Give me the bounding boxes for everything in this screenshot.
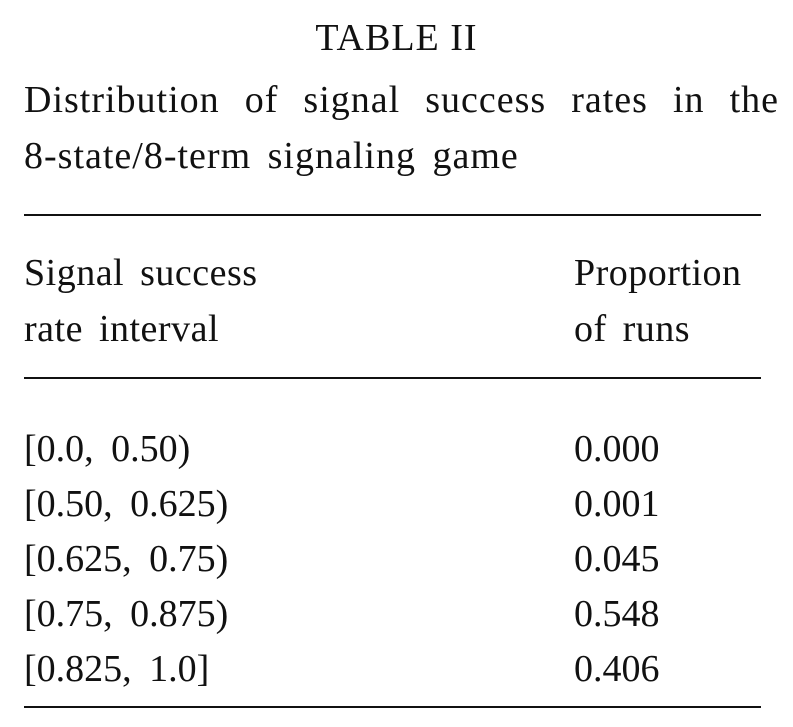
table-row: [0.75, 0.875) 0.548 [0,587,793,642]
column-header-proportion-line-2: of runs [574,308,691,350]
column-header-proportion: Proportion of runs [574,245,742,357]
interval-cell: [0.75, 0.875) [24,593,229,635]
table-top-rule [24,214,761,216]
table-caption-line-2: 8-state/8-term signaling game [24,135,519,177]
table-bottom-rule [24,706,761,708]
table-body: [0.0, 0.50) 0.000 [0.50, 0.625) 0.001 [0… [0,422,793,697]
table-caption-line-1: Distribution of signal success rates in … [24,79,779,121]
table-row: [0.0, 0.50) 0.000 [0,422,793,477]
proportion-cell: 0.001 [574,483,660,525]
table-caption: Distribution of signal success rates in … [24,72,779,184]
column-header-proportion-line-1: Proportion [574,252,742,294]
proportion-cell: 0.045 [574,538,660,580]
column-header-interval: Signal success rate interval [24,245,258,357]
column-header-interval-line-1: Signal success [24,252,258,294]
table-row: [0.50, 0.625) 0.001 [0,477,793,532]
table-row: [0.625, 0.75) 0.045 [0,532,793,587]
table-label: TABLE II [315,17,478,59]
proportion-cell: 0.548 [574,593,660,635]
proportion-cell: 0.000 [574,428,660,470]
interval-cell: [0.625, 0.75) [24,538,229,580]
interval-cell: [0.0, 0.50) [24,428,191,470]
table-header-rule [24,377,761,379]
interval-cell: [0.50, 0.625) [24,483,229,525]
interval-cell: [0.825, 1.0] [24,648,210,690]
proportion-cell: 0.406 [574,648,660,690]
column-header-interval-line-2: rate interval [24,308,220,350]
table-row: [0.825, 1.0] 0.406 [0,642,793,697]
